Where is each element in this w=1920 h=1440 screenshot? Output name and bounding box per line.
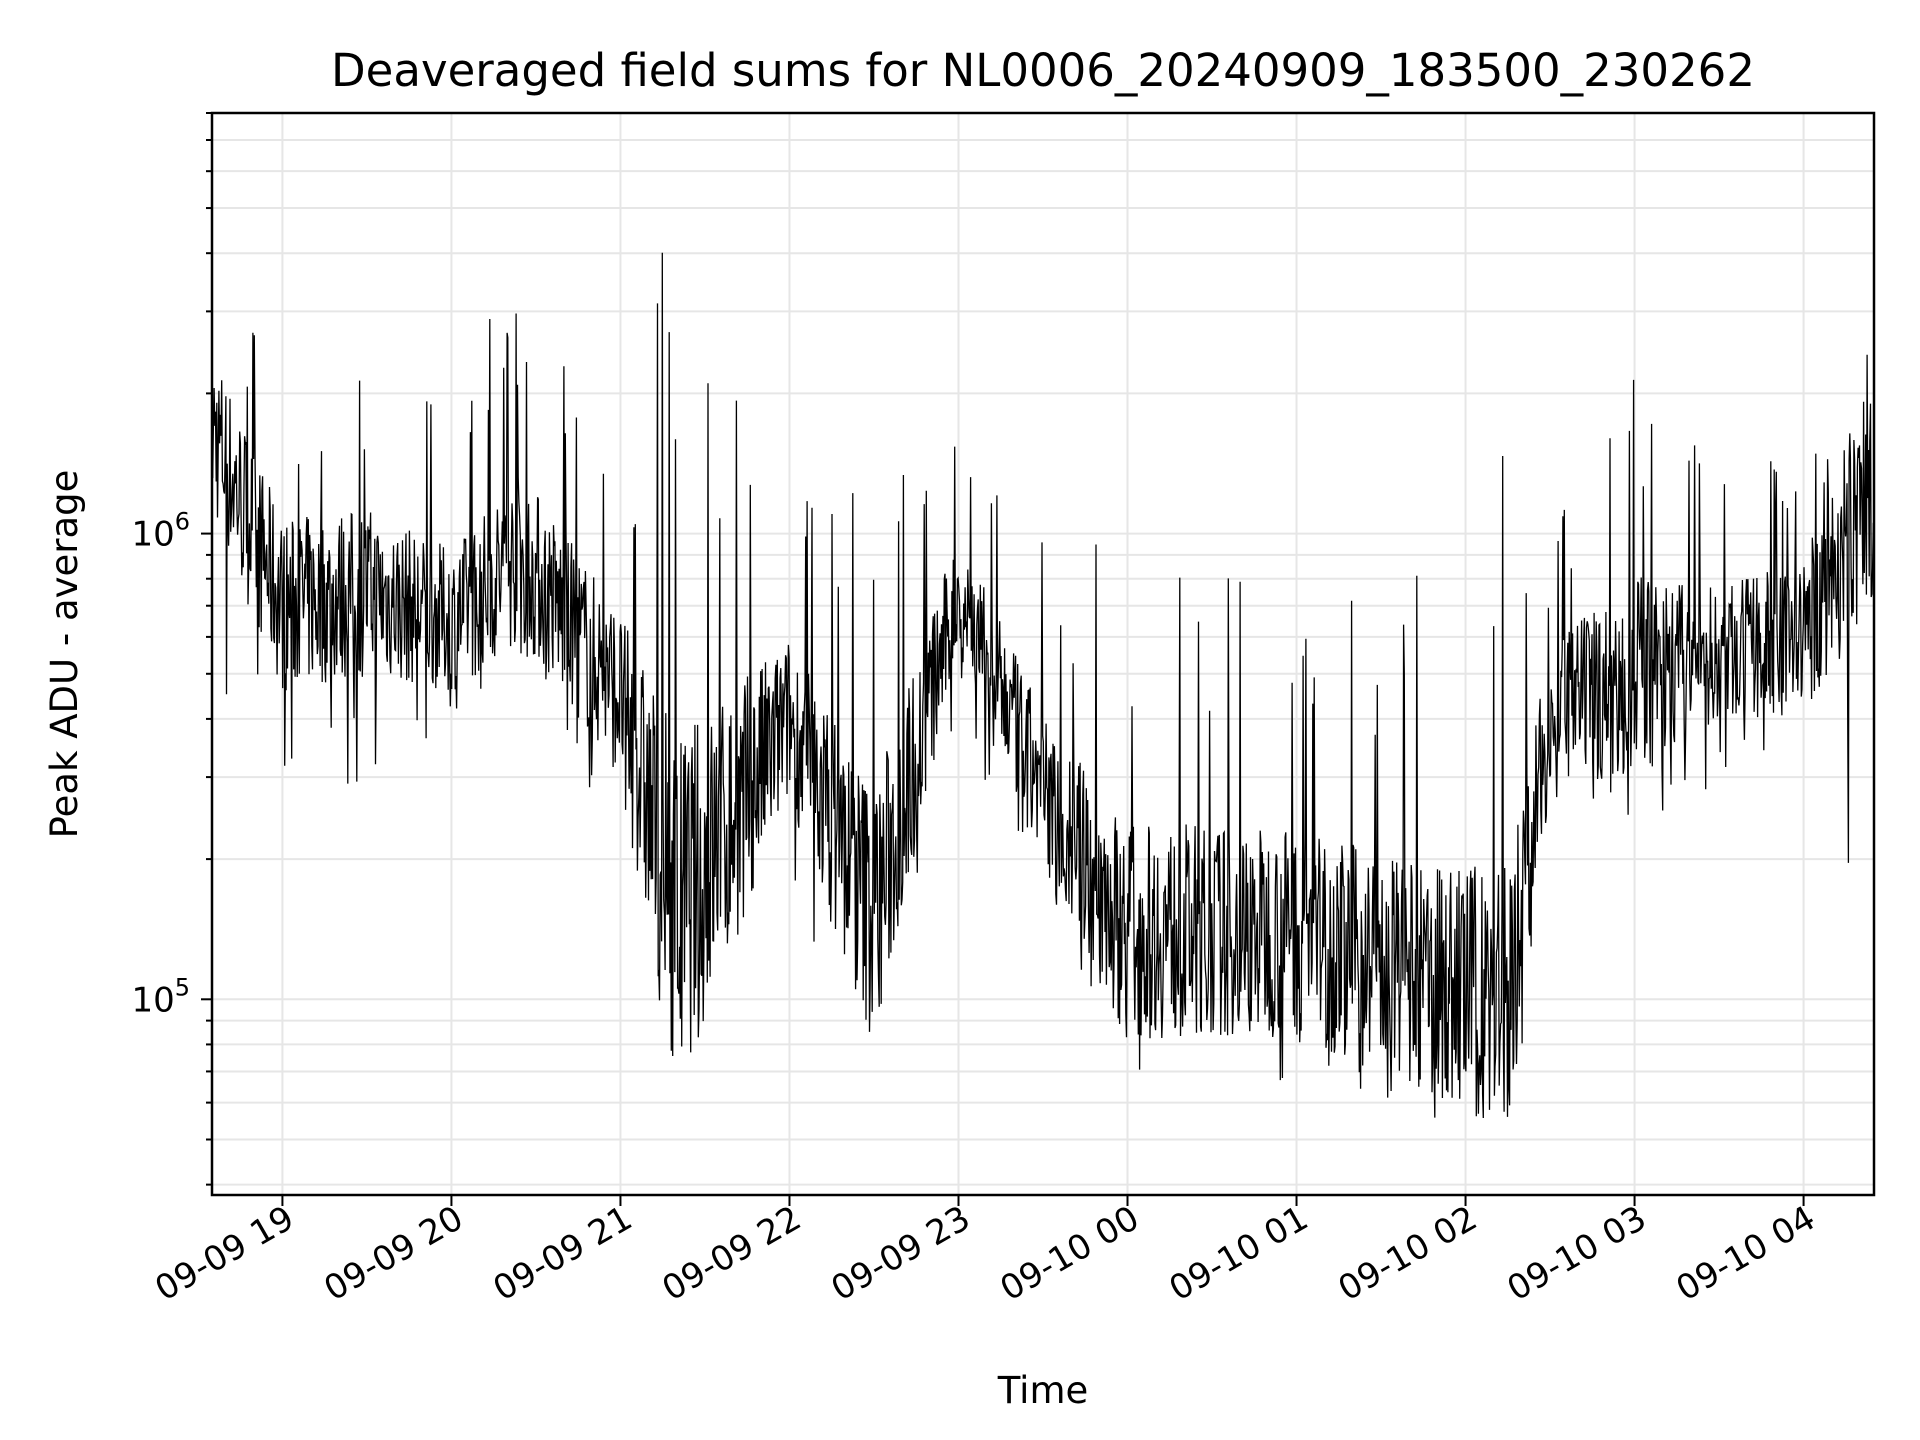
plot-frame bbox=[210, 111, 1876, 1197]
chart-title: Deaveraged field sums for NL0006_2024090… bbox=[331, 44, 1755, 97]
x-tick-label: 09-10 02 bbox=[1332, 1198, 1484, 1309]
y-axis-label: Peak ADU - average bbox=[43, 470, 86, 839]
x-tick-label: 09-09 21 bbox=[487, 1198, 639, 1309]
series-layer bbox=[211, 252, 1875, 1119]
x-tick-label: 09-09 23 bbox=[825, 1198, 977, 1309]
y-tick-label: 106 bbox=[131, 508, 190, 555]
x-tick-label: 09-10 04 bbox=[1670, 1198, 1822, 1309]
y-tick-label: 105 bbox=[131, 973, 190, 1020]
x-tick-label: 09-09 22 bbox=[656, 1198, 808, 1309]
x-axis-label: Time bbox=[997, 1369, 1089, 1412]
series-line bbox=[211, 252, 1875, 1119]
x-tick-label: 09-09 20 bbox=[318, 1198, 470, 1309]
x-tick-label: 09-10 01 bbox=[1163, 1198, 1315, 1309]
x-tick-label: 09-10 03 bbox=[1501, 1198, 1653, 1309]
x-tick-label: 09-09 19 bbox=[149, 1198, 301, 1309]
x-tick-label: 09-10 00 bbox=[994, 1198, 1146, 1309]
